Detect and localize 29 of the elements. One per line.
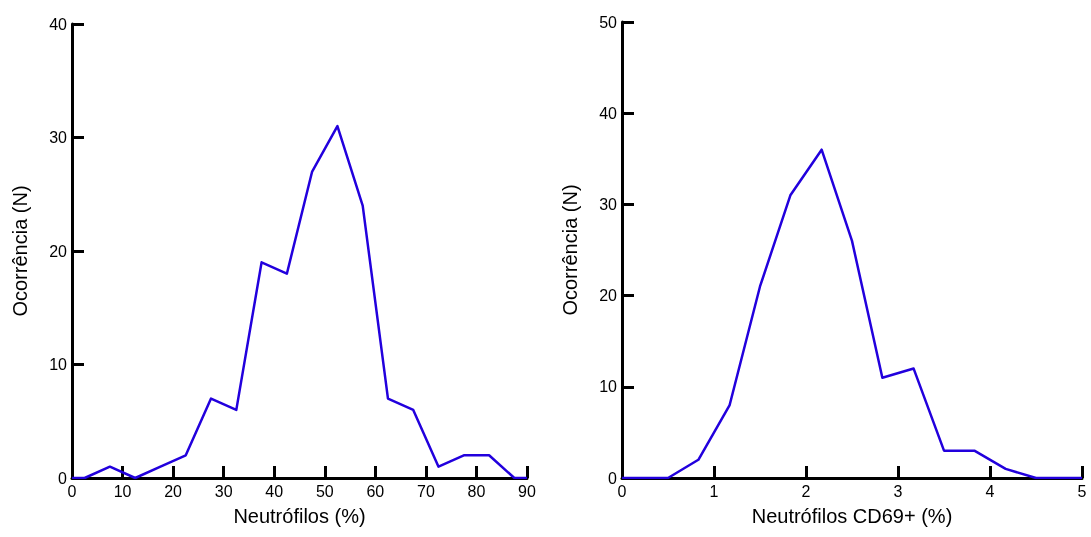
x-axis-title: Neutrófilos (%)	[233, 505, 366, 527]
x-tick-label: 1	[709, 482, 719, 500]
x-tick-label: 4	[985, 482, 995, 500]
x-tick-label: 40	[265, 482, 284, 500]
x-tick-label: 30	[214, 482, 233, 500]
y-axis-title: Ocorrência (N)	[559, 184, 581, 316]
x-tick-label: 50	[315, 482, 334, 500]
y-tick-label: 20	[599, 287, 618, 305]
x-tick-label: 3	[893, 482, 903, 500]
y-tick-label: 40	[49, 15, 68, 33]
x-tick-label: 90	[518, 482, 536, 500]
x-tick-label: 10	[113, 482, 132, 500]
x-tick-label: 60	[366, 482, 385, 500]
x-tick-label: 5	[1077, 482, 1087, 500]
y-tick-label: 20	[49, 242, 68, 260]
y-tick-label: 40	[599, 104, 618, 122]
x-tick-label: 80	[467, 482, 486, 500]
y-tick-label: 30	[49, 129, 68, 146]
y-tick-label: 0	[608, 469, 618, 487]
x-tick-label: 20	[164, 482, 183, 500]
x-tick-label: 70	[416, 482, 435, 500]
y-tick-label: 50	[599, 13, 618, 31]
y-tick-label: 0	[58, 469, 68, 487]
x-axis-title: Neutrófilos CD69+ (%)	[751, 505, 953, 527]
y-axis-title: Ocorrência (N)	[9, 185, 31, 317]
y-tick-label: 30	[599, 195, 618, 213]
y-tick-label: 10	[49, 356, 68, 373]
y-tick-label: 10	[599, 378, 618, 396]
x-tick-label: 2	[801, 482, 811, 500]
